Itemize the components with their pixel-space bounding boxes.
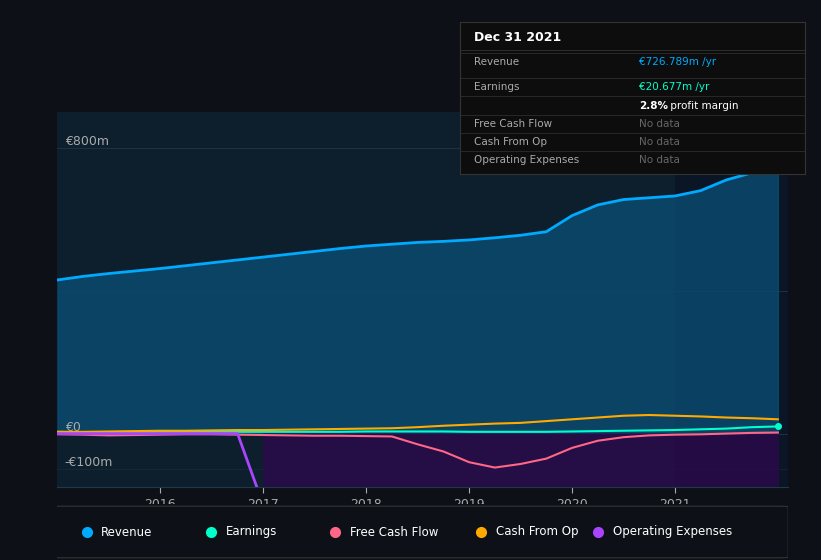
Text: Revenue: Revenue [101, 525, 153, 539]
Text: €20.677m /yr: €20.677m /yr [639, 82, 709, 92]
Text: Earnings: Earnings [474, 82, 519, 92]
Text: Free Cash Flow: Free Cash Flow [474, 119, 552, 129]
Text: Free Cash Flow: Free Cash Flow [350, 525, 438, 539]
Text: -€100m: -€100m [65, 456, 113, 469]
Text: Earnings: Earnings [226, 525, 277, 539]
Text: €726.789m /yr: €726.789m /yr [639, 57, 716, 67]
Text: €800m: €800m [65, 135, 108, 148]
Text: 2.8%: 2.8% [639, 101, 668, 110]
Text: profit margin: profit margin [667, 101, 738, 110]
Text: Operating Expenses: Operating Expenses [612, 525, 732, 539]
Text: Dec 31 2021: Dec 31 2021 [474, 31, 561, 44]
Text: Operating Expenses: Operating Expenses [474, 155, 579, 165]
Text: No data: No data [639, 155, 680, 165]
Text: Revenue: Revenue [474, 57, 519, 67]
Text: No data: No data [639, 137, 680, 147]
Bar [675, 112, 788, 487]
Text: Cash From Op: Cash From Op [474, 137, 547, 147]
Text: Cash From Op: Cash From Op [496, 525, 578, 539]
Text: €0: €0 [65, 421, 80, 433]
Text: No data: No data [639, 119, 680, 129]
